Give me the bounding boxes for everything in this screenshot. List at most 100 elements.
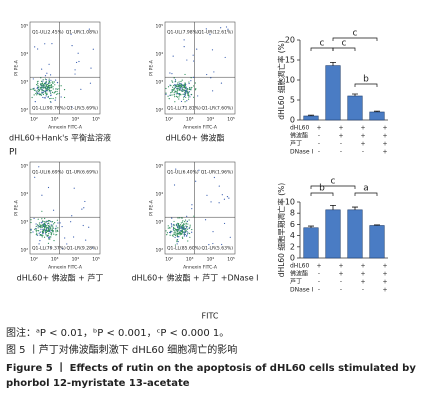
event-dot xyxy=(42,89,44,92)
event-dot xyxy=(185,90,187,92)
treatment-sign: + xyxy=(382,271,387,278)
event-dot xyxy=(37,82,39,85)
event-dot xyxy=(41,68,43,70)
event-dot xyxy=(44,233,47,235)
event-dot xyxy=(43,97,45,99)
event-dot xyxy=(48,232,50,235)
event-dot xyxy=(41,91,43,93)
event-dot xyxy=(37,80,39,82)
event-dot xyxy=(44,217,46,220)
event-dot xyxy=(92,48,94,50)
error-bar xyxy=(308,114,314,116)
event-dot xyxy=(35,227,37,230)
tick-label: 10³ xyxy=(155,80,163,86)
event-dot xyxy=(178,94,181,96)
event-dot xyxy=(180,226,182,228)
event-dot xyxy=(183,223,185,225)
event-dot xyxy=(180,100,183,103)
event-dot xyxy=(37,225,39,227)
event-dot xyxy=(171,217,173,219)
tick-label: 10² xyxy=(20,108,28,114)
event-dot xyxy=(47,186,50,189)
treatment-sign: + xyxy=(360,141,365,148)
event-dot xyxy=(38,89,40,91)
event-dot xyxy=(47,224,49,227)
event-dot xyxy=(213,71,215,73)
event-dot xyxy=(167,95,169,97)
panel-caption: dHL60+ 佛波酯 xyxy=(166,133,225,143)
event-dot xyxy=(208,244,210,246)
event-dot xyxy=(212,231,214,233)
event-dot xyxy=(42,220,44,222)
event-dot xyxy=(178,236,180,238)
event-dot xyxy=(173,84,175,87)
caption-cn: 图 5 丨芦丁对佛波酯刺激下 dHL60 细胞凋亡的影响 xyxy=(6,345,238,356)
event-dot xyxy=(49,74,52,76)
event-dot xyxy=(218,202,220,204)
event-dot xyxy=(41,236,43,238)
treatment-sign: + xyxy=(360,263,365,270)
tick-label: 10⁵ xyxy=(227,257,235,263)
event-dot xyxy=(183,106,185,108)
significance-label: c xyxy=(342,39,347,49)
event-dot xyxy=(43,223,45,226)
event-dot xyxy=(184,230,186,232)
event-dot xyxy=(45,85,48,87)
significance-bracket xyxy=(354,192,378,196)
event-dot xyxy=(173,232,175,234)
row-label: 芦丁 xyxy=(290,140,302,148)
event-dot xyxy=(37,227,39,229)
event-dot xyxy=(175,93,177,95)
event-dot xyxy=(182,98,185,100)
event-dot xyxy=(42,93,44,96)
event-dot xyxy=(55,79,57,81)
significance-bracket xyxy=(354,83,378,87)
event-dot xyxy=(185,92,187,94)
treatment-sign: + xyxy=(382,141,387,148)
event-dot xyxy=(209,33,211,36)
event-dot xyxy=(185,83,187,86)
event-dot xyxy=(183,231,185,233)
event-dot xyxy=(168,231,171,234)
event-dot xyxy=(198,169,200,171)
event-dot xyxy=(35,92,37,95)
event-dot xyxy=(183,225,185,228)
event-dot xyxy=(80,88,82,90)
quadrant-label: Q1-UR(12.61%) xyxy=(198,30,233,36)
event-dot xyxy=(48,229,50,231)
event-dot xyxy=(36,86,39,88)
event-dot xyxy=(30,232,32,234)
event-dot xyxy=(46,223,49,225)
treatment-sign: - xyxy=(340,279,342,286)
event-dot xyxy=(185,227,187,230)
event-dot xyxy=(178,84,181,86)
event-dot xyxy=(191,86,193,89)
treatment-sign: - xyxy=(340,287,342,294)
event-dot xyxy=(212,242,214,245)
event-dot xyxy=(184,82,186,84)
event-dot xyxy=(45,227,47,229)
event-dot xyxy=(184,101,186,103)
tick-label: 10³ xyxy=(20,220,28,226)
event-dot xyxy=(53,92,55,94)
tick-label: 10² xyxy=(30,257,38,263)
event-dot xyxy=(174,86,176,88)
event-dot xyxy=(178,228,180,230)
treatment-sign: + xyxy=(316,263,321,270)
event-dot xyxy=(45,79,48,81)
significance-label: c xyxy=(320,39,325,49)
event-dot xyxy=(193,215,195,217)
event-dot xyxy=(39,240,41,242)
event-dot xyxy=(40,85,42,87)
event-dot xyxy=(170,223,172,225)
y-tick-label: 4 xyxy=(290,231,295,240)
event-dot xyxy=(31,96,33,99)
y-tick-label: 15 xyxy=(285,56,295,65)
event-dot xyxy=(177,240,179,243)
event-dot xyxy=(188,94,190,96)
event-dot xyxy=(186,59,188,61)
event-dot xyxy=(176,228,178,231)
tick-label: 10² xyxy=(155,248,163,254)
event-dot xyxy=(178,96,180,98)
event-dot xyxy=(33,87,35,89)
